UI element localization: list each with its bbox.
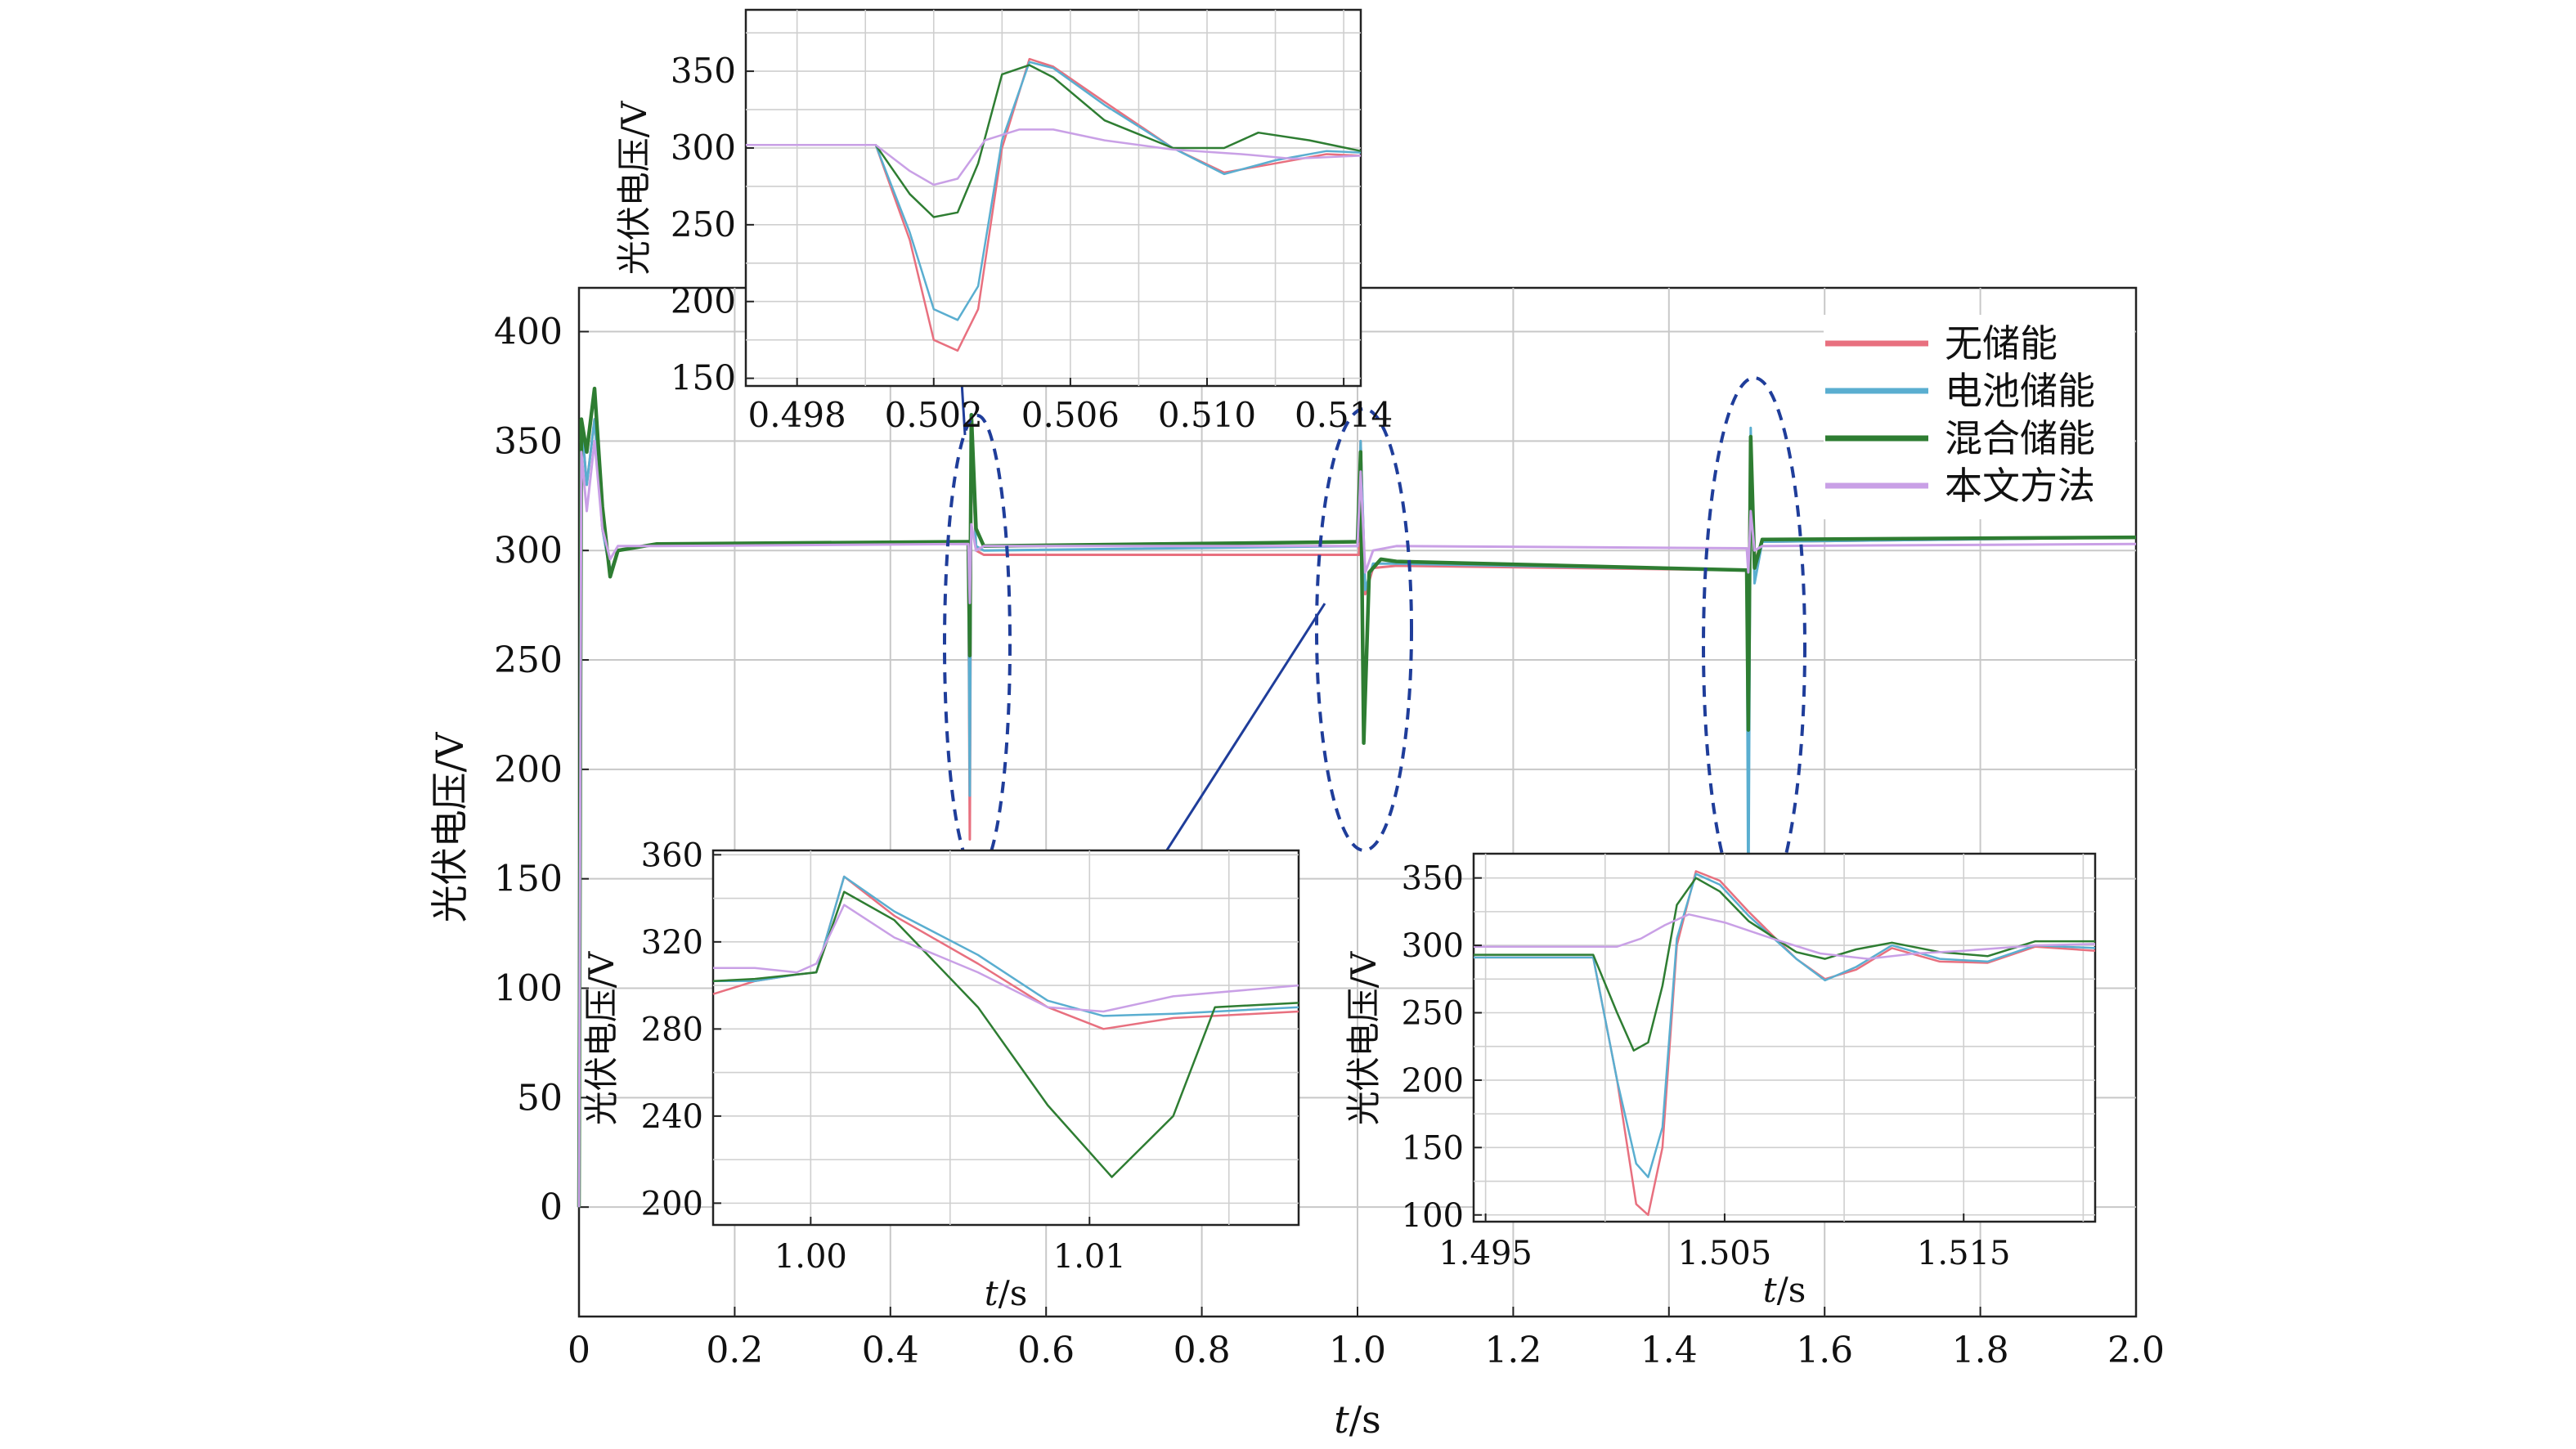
main-x-tick-label: 1.0 <box>1329 1330 1386 1371</box>
inset-y-tick-label: 100 <box>1402 1197 1464 1235</box>
main-x-tick-label: 1.8 <box>1952 1330 2009 1371</box>
inset-x-axis-label: t/s <box>985 1273 1028 1313</box>
inset-series-line-本文方法 <box>746 128 1362 186</box>
main-y-tick-label: 200 <box>494 749 563 791</box>
inset-frame <box>1472 852 2097 1223</box>
inset-zoom-1.0s: 1.00 1.01 200 240 280 320 360 光伏电压/V t/s <box>581 837 1300 1313</box>
inset-x-tick-label: 1.00 <box>774 1238 847 1276</box>
main-series-line-本文方法 <box>577 439 2137 1208</box>
inset-x-tick-label: 0.514 <box>1295 395 1393 435</box>
inset-y-tick-label: 300 <box>671 128 736 168</box>
inset-y-tick-label: 150 <box>671 358 736 398</box>
main-x-tick-label: 1.2 <box>1484 1330 1542 1371</box>
main-y-tick-label: 350 <box>494 420 563 462</box>
inset-zoom-1.5s: 1.495 1.505 1.515 100 150 200 250 300 350 光伏电压/V t… <box>1344 852 2097 1310</box>
inset-series-line-无储能 <box>1474 870 2096 1217</box>
main-y-tick-label: 50 <box>517 1077 563 1119</box>
main-y-tick-label: 250 <box>494 639 563 681</box>
inset-y-tick-label: 320 <box>641 924 703 962</box>
inset-y-tick-label: 200 <box>641 1185 703 1222</box>
inset-y-tick-label: 300 <box>1402 927 1464 965</box>
inset-y-axis-label: 光伏电压/V <box>614 101 654 275</box>
inset-x-tick-label: 0.506 <box>1021 395 1120 435</box>
main-x-tick-label: 1.4 <box>1640 1330 1698 1371</box>
inset-series-line-电池储能 <box>1474 873 2096 1178</box>
inset-series-line-电池储能 <box>746 61 1362 321</box>
inset-series-line-混合储能 <box>746 64 1362 218</box>
inset-x-tick-label: 0.502 <box>885 395 983 435</box>
inset-zoom-0.5s: 0.498 0.502 0.506 0.510 0.514 150 200 250 300 350… <box>614 8 1393 435</box>
zoom-ellipse-1.0s <box>1315 407 1413 852</box>
inset-y-tick-label: 350 <box>1402 860 1464 898</box>
main-x-axis-label: t/s <box>1334 1397 1381 1442</box>
main-x-tick-label: 0 <box>568 1330 590 1371</box>
inset-y-tick-label: 200 <box>1402 1062 1464 1100</box>
main-y-tick-label: 300 <box>494 530 563 572</box>
main-x-tick-label: 0.2 <box>706 1330 763 1371</box>
main-x-tick-label: 1.6 <box>1796 1330 1853 1371</box>
inset-y-axis-label: 光伏电压/V <box>1344 951 1384 1125</box>
inset-y-tick-label: 200 <box>671 281 736 321</box>
main-y-axis-label: 光伏电压/V <box>428 732 472 922</box>
inset-frame <box>744 8 1362 388</box>
main-y-tick-label: 400 <box>494 312 563 353</box>
inset-x-tick-label: 0.498 <box>748 395 846 435</box>
main-y-tick-label: 100 <box>494 968 563 1010</box>
main-y-tick-labels: 0 50 100 150 200 250 300 350 400 <box>494 312 563 1229</box>
legend-entry-label: 无储能 <box>1945 321 2058 366</box>
main-x-tick-labels: 0 0.2 0.4 0.6 0.8 1.0 1.2 1.4 1.6 1.8 2.0 <box>568 1330 2165 1371</box>
inset-y-tick-label: 350 <box>671 51 736 91</box>
inset-y-tick-label: 240 <box>641 1098 703 1136</box>
inset-x-axis-label: t/s <box>1763 1270 1806 1310</box>
inset-y-tick-label: 280 <box>641 1011 703 1048</box>
main-y-tick-label: 150 <box>494 859 563 900</box>
inset-series-line-混合储能 <box>1474 877 2095 1052</box>
main-x-tick-label: 0.6 <box>1017 1330 1075 1371</box>
inset-y-tick-label: 250 <box>1402 995 1464 1033</box>
inset-y-axis-label: 光伏电压/V <box>581 951 622 1125</box>
main-series <box>577 386 2137 1208</box>
inset-series-line-本文方法 <box>713 904 1299 1013</box>
inset-x-tick-label: 0.510 <box>1158 395 1256 435</box>
inset-series-line-本文方法 <box>1474 913 2096 960</box>
inset-series-line-无储能 <box>746 57 1362 352</box>
inset-x-tick-label: 1.505 <box>1678 1235 1772 1272</box>
main-y-tick-label: 0 <box>540 1187 563 1228</box>
inset-series-line-混合储能 <box>712 890 1299 1178</box>
inset-y-tick-label: 360 <box>641 837 703 874</box>
main-x-tick-label: 0.8 <box>1174 1330 1231 1371</box>
inset-x-tick-label: 1.01 <box>1053 1238 1126 1276</box>
legend-entry-label: 本文方法 <box>1945 464 2095 508</box>
main-x-tick-label: 2.0 <box>2107 1330 2165 1371</box>
legend-entry-label: 电池储能 <box>1945 369 2095 413</box>
inset-y-tick-label: 250 <box>671 204 736 244</box>
inset-y-tick-label: 150 <box>1402 1129 1464 1167</box>
inset-x-tick-label: 1.495 <box>1438 1235 1533 1272</box>
inset-frame <box>711 849 1300 1227</box>
inset-x-tick-label: 1.515 <box>1917 1235 2011 1272</box>
main-x-tick-label: 0.4 <box>862 1330 919 1371</box>
legend-entry-label: 混合储能 <box>1945 416 2095 460</box>
